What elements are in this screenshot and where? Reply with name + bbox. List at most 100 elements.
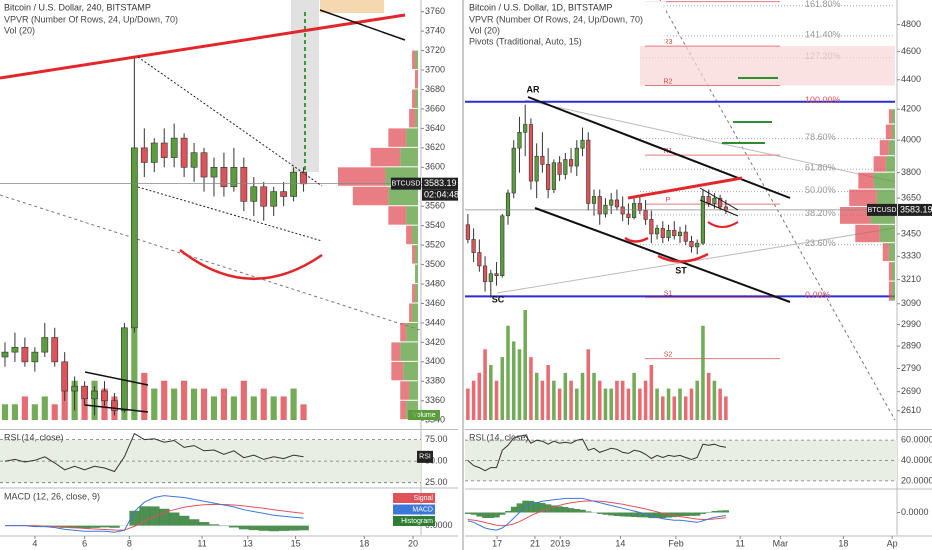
arc <box>657 252 709 263</box>
indicator-label: VPVR (Number Of Rows, 24, Up/Down, 70) <box>469 14 643 24</box>
x-tick-label: Ap <box>887 538 898 548</box>
vpvr-down <box>888 281 892 301</box>
volume-bar <box>689 388 694 420</box>
resistance-line <box>0 13 406 80</box>
vpvr-up <box>403 361 418 381</box>
volume-bar <box>672 396 677 420</box>
macd-histogram <box>539 502 546 513</box>
candle-body <box>81 385 88 400</box>
vpvr-down <box>840 206 871 224</box>
macd-histogram <box>694 512 701 516</box>
macd-tick-label: 0.0000 <box>425 520 453 530</box>
volume-bar <box>31 404 38 420</box>
y-tick-label: 2690 <box>901 386 921 396</box>
vpvr-up <box>885 156 895 172</box>
volume-bar <box>540 380 545 420</box>
rsi-title: RSI (14, close) <box>4 432 64 442</box>
vpvr-up <box>412 225 418 245</box>
candle-body <box>121 327 128 411</box>
macd-histogram <box>199 522 210 526</box>
fib-label: 100.00% <box>805 95 841 105</box>
vpvr-down <box>409 303 413 322</box>
y-tick-label: 3740 <box>425 26 445 36</box>
candle-body <box>695 242 700 248</box>
volume-bar <box>11 404 19 420</box>
volume-bar <box>724 396 728 420</box>
vpvr-up <box>415 284 418 303</box>
vpvr-down <box>855 224 880 243</box>
wyckoff-label: SC <box>492 294 505 304</box>
fib-label: 0.00% <box>805 290 831 300</box>
candle-body <box>21 346 29 363</box>
volume-bar <box>220 388 228 420</box>
candle-body <box>250 186 258 202</box>
y-tick-label: 3800 <box>901 167 921 177</box>
wyckoff-label: ST <box>675 265 687 275</box>
cup-arc <box>179 249 323 281</box>
x-tick-label: 2019 <box>550 538 570 548</box>
candle-body <box>465 224 470 240</box>
candle-body <box>551 162 556 190</box>
candle-body <box>61 361 69 392</box>
candle-body <box>150 142 158 163</box>
vpvr-up <box>415 108 418 128</box>
y-tick-label: 3560 <box>425 201 445 211</box>
y-tick-label: 3460 <box>425 298 445 308</box>
pivot-label: R2 <box>664 78 673 85</box>
y-tick-label: 3680 <box>425 84 445 94</box>
legend-label: Histogram <box>401 518 433 525</box>
candle-body <box>91 390 98 400</box>
macd-histogram <box>493 512 500 518</box>
candle-body <box>477 252 482 267</box>
macd-histogram <box>602 512 609 515</box>
x-tick-label: 11 <box>736 538 745 548</box>
volume-bar <box>21 396 28 420</box>
volume-bar <box>161 380 168 420</box>
macd-histogram <box>568 508 575 513</box>
header-bg <box>1 1 201 44</box>
vpvr-down <box>412 50 416 70</box>
vpvr-down <box>879 140 889 156</box>
x-tick-label: Mar <box>773 538 789 548</box>
rsi-tick-label: 20.0000 <box>901 475 932 485</box>
macd-histogram <box>482 512 489 518</box>
chart-title: Bitcoin / U.S. Dollar, 1D, BITSTAMP <box>469 2 612 12</box>
candle-body <box>700 196 706 244</box>
volume-bar <box>494 380 499 420</box>
trend-line <box>0 194 421 331</box>
volume-bar <box>563 372 568 420</box>
resistance-line <box>627 176 743 200</box>
candle-body <box>260 186 268 207</box>
macd-histogram <box>69 525 80 529</box>
vpvr-up <box>415 264 418 284</box>
candle-body <box>160 142 168 158</box>
rsi-tick-label: 40.0000 <box>901 455 932 465</box>
candle-body <box>683 231 688 242</box>
volume-bar <box>151 388 158 420</box>
volume-bar <box>280 396 287 420</box>
pivot-label: S2 <box>664 351 673 358</box>
volume-tag <box>408 410 440 420</box>
volume-bar <box>609 388 613 420</box>
candle-body <box>609 199 614 206</box>
macd-histogram <box>510 506 517 513</box>
candle-body <box>712 197 717 204</box>
candle-body <box>11 346 19 353</box>
vpvr-up <box>891 262 895 281</box>
macd-histogram <box>551 505 558 513</box>
x-tick-label: 14 <box>615 538 625 548</box>
vpvr-down <box>885 124 892 140</box>
volume-bar <box>300 404 307 420</box>
candle-body <box>626 213 631 218</box>
volume-bar <box>603 388 608 420</box>
vpvr-up <box>400 342 418 361</box>
y-tick-label: 3760 <box>425 6 445 16</box>
symbol-label: BTCUSD <box>868 207 897 214</box>
candle-body <box>280 191 288 197</box>
macd-histogram <box>99 525 110 528</box>
x-tick-label: 21 <box>530 538 540 548</box>
candle-body <box>637 203 642 211</box>
y-tick-label: 3700 <box>425 64 445 74</box>
macd-histogram <box>677 512 684 517</box>
